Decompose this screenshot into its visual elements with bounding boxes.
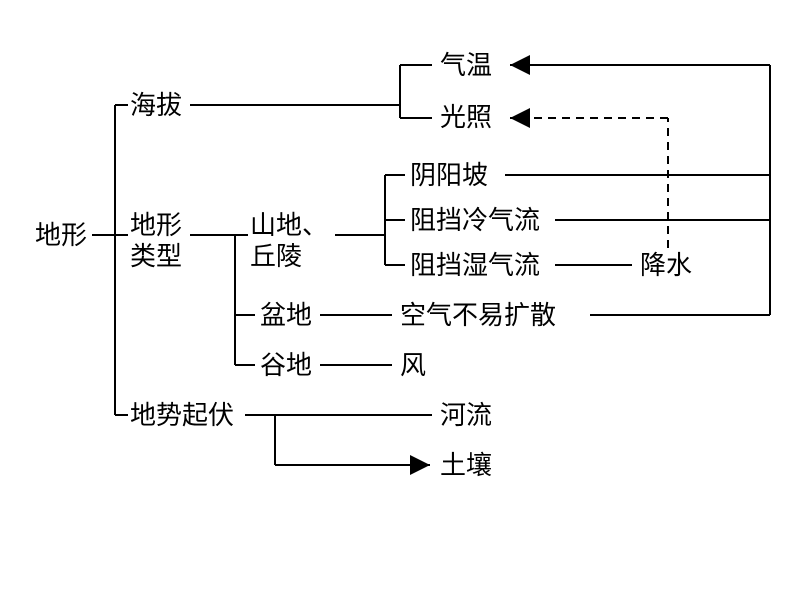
node-mountain-l1: 山地、 bbox=[250, 211, 328, 240]
node-basin: 盆地 bbox=[260, 300, 312, 331]
node-wind: 风 bbox=[400, 350, 426, 381]
diagram-lines bbox=[0, 0, 794, 596]
node-elevation: 海拔 bbox=[130, 90, 182, 121]
node-terrain-type-l2: 类型 bbox=[130, 242, 182, 271]
node-block-cold: 阻挡冷气流 bbox=[410, 205, 540, 236]
node-terrain-type: 地形 类型 bbox=[130, 210, 182, 272]
node-soil: 土壤 bbox=[440, 450, 492, 481]
node-light: 光照 bbox=[440, 102, 492, 133]
node-river: 河流 bbox=[440, 400, 492, 431]
node-mountain-hill: 山地、 丘陵 bbox=[250, 210, 328, 272]
node-rain: 降水 bbox=[640, 250, 692, 281]
node-root: 地形 bbox=[35, 220, 87, 251]
node-air-trap: 空气不易扩散 bbox=[400, 300, 556, 331]
node-temperature: 气温 bbox=[440, 50, 492, 81]
node-slope: 阴阳坡 bbox=[410, 160, 488, 191]
node-mountain-l2: 丘陵 bbox=[250, 242, 302, 271]
node-block-moist: 阻挡湿气流 bbox=[410, 250, 540, 281]
node-valley: 谷地 bbox=[260, 350, 312, 381]
node-terrain-type-l1: 地形 bbox=[130, 211, 182, 240]
node-relief: 地势起伏 bbox=[130, 400, 234, 431]
